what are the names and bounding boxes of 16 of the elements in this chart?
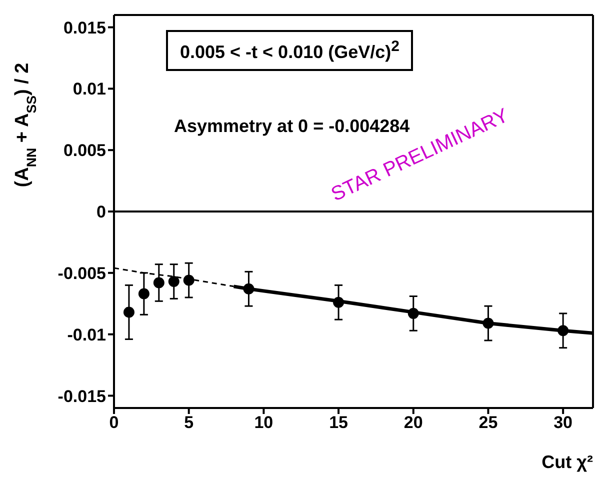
x-tick-label: 15: [329, 413, 348, 432]
y-tick-label: -0.015: [58, 386, 106, 406]
y-tick-label: 0.005: [63, 141, 106, 160]
y-tick-label: 0.015: [63, 18, 106, 38]
x-tick-label: 30: [554, 413, 573, 432]
x-axis-title: Cut χ²: [542, 452, 593, 472]
y-tick-label: -0.005: [58, 264, 106, 283]
annotation: 0.005 < -t < 0.010 (GeV/c)$^{2}$: [166, 30, 414, 71]
x-tick-label: 10: [254, 413, 274, 432]
y-tick-label: 0: [96, 202, 106, 222]
x-tick-label: 25: [478, 413, 498, 432]
y-tick-label: -0.01: [67, 325, 106, 344]
x-tick-label: 20: [404, 413, 423, 432]
x-tick-label: 5: [184, 413, 194, 432]
y-tick-label: 0.01: [72, 80, 106, 99]
x-tick-label: 0: [109, 413, 119, 432]
